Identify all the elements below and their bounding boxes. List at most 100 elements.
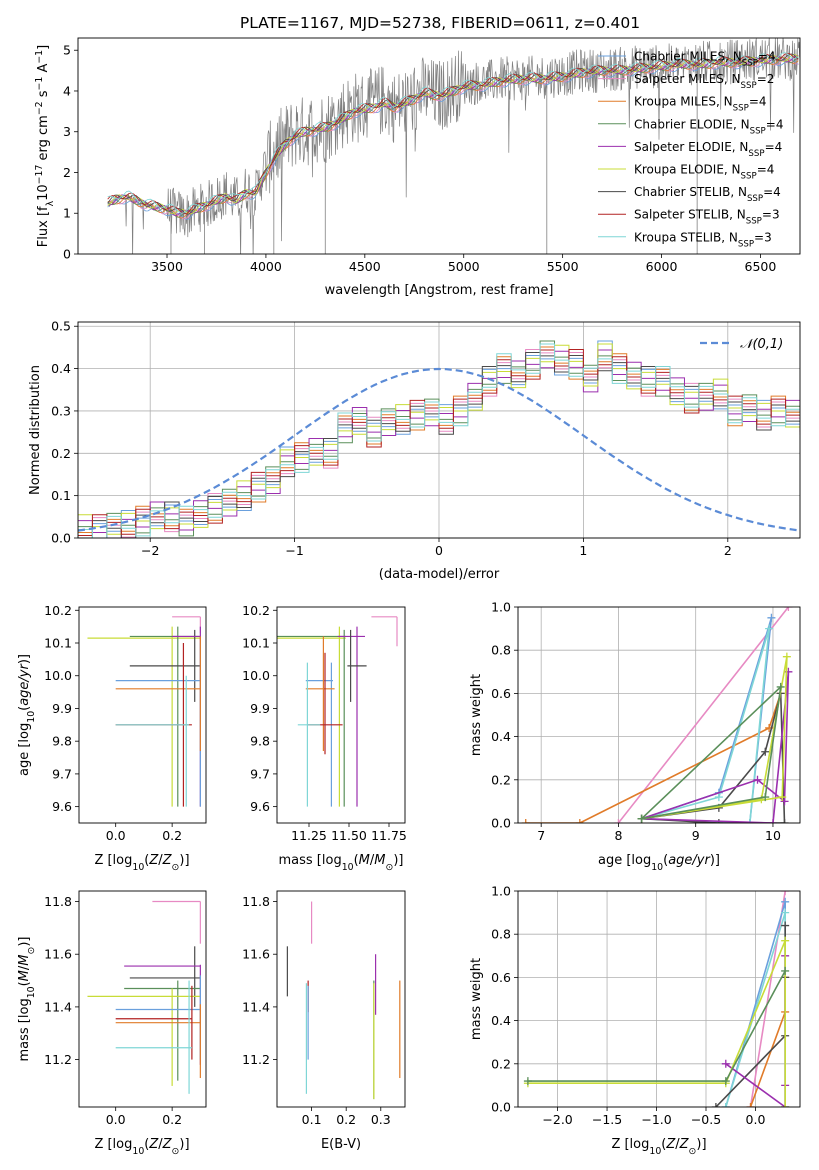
weight-marker — [523, 1077, 532, 1086]
histogram-step — [78, 349, 800, 538]
plot-area — [87, 900, 201, 1094]
legend-label: Chabrier ELODIE, NSSP=4 — [634, 117, 783, 136]
x-tick-label: 6500 — [745, 259, 777, 274]
y-tick-label: 9.9 — [250, 701, 270, 716]
x-axis-label: age [log10(age/yr)] — [598, 853, 720, 873]
chart-mass_vs_Z: 0.0 0.2 11.2 11.4 11.6 11.8 Z [log10(Z/Z⊙)] mas… — [17, 890, 207, 1157]
x-tick-label: 4500 — [349, 259, 381, 274]
y-axis-label: age [log10(age/yr)] — [17, 654, 37, 776]
y-tick-label: 0.2 — [51, 446, 71, 461]
weight-marker — [781, 908, 790, 917]
normal-curve — [78, 367, 800, 532]
y-tick-label: 0.1 — [51, 488, 71, 503]
weight-marker — [781, 1103, 790, 1107]
y-tick-label: 1.0 — [491, 600, 511, 615]
weight-marker — [782, 652, 791, 661]
weight-marker — [711, 1103, 720, 1107]
x-tick-label: −2 — [141, 543, 159, 558]
x-axis-label: Z [log10(Z/Z⊙)] — [94, 853, 189, 873]
x-axis-label: E(B-V) — [321, 1137, 361, 1152]
y-tick-label: 1 — [63, 206, 71, 221]
y-tick-label: 9.8 — [250, 734, 270, 749]
x-tick-label: 0.1 — [302, 1112, 322, 1127]
weight-line — [527, 940, 787, 1107]
x-tick-label: 1 — [579, 543, 587, 558]
x-axis-label: mass [log10(M/M⊙)] — [279, 853, 404, 873]
weight-marker — [784, 607, 793, 611]
y-tick-label: 9.8 — [52, 734, 72, 749]
weight-marker — [614, 819, 623, 823]
axes-frame — [77, 37, 801, 255]
x-tick-label: 4000 — [250, 259, 282, 274]
chart-weight_vs_age: 7 8 9 10 0.0 0.2 0.4 0.6 0.8 1.0 age [log10(age/yr… — [469, 600, 801, 873]
y-tick-label: 11.6 — [242, 947, 270, 962]
legend-label: 𝒩(0,1) — [740, 337, 783, 352]
model-line — [107, 56, 799, 218]
axes-frame — [77, 321, 801, 539]
y-tick-label: 0.3 — [51, 403, 71, 418]
y-tick-label: 10.0 — [242, 668, 270, 683]
x-axis-label: Z [log10(Z/Z⊙)] — [611, 1137, 706, 1157]
weight-marker — [761, 747, 770, 756]
y-tick-label: 9.9 — [52, 701, 72, 716]
weight-marker — [768, 819, 777, 823]
y-tick-label: 0.0 — [51, 531, 71, 546]
weight-marker — [575, 819, 584, 823]
y-tick-label: 0 — [63, 247, 71, 262]
legend-label: Salpeter MILES, NSSP=2 — [634, 72, 774, 91]
histogram-step — [78, 351, 800, 538]
weight-marker — [753, 775, 762, 784]
chart-spectrum: 3500 4000 4500 5000 5500 6000 6500 0 1 2 3 4 5 wavele… — [34, 37, 801, 298]
y-tick-label: 0.2 — [491, 772, 511, 787]
y-tick-label: 10.0 — [44, 668, 72, 683]
histogram-step — [78, 349, 800, 538]
model-line — [107, 52, 799, 214]
weight-marker — [714, 793, 723, 802]
legend-label: Kroupa ELODIE, NSSP=4 — [634, 163, 774, 182]
plot-area — [107, 38, 800, 254]
y-tick-label: 0.2 — [491, 1056, 511, 1071]
weight-marker — [714, 819, 723, 823]
weight-marker — [745, 819, 754, 823]
x-tick-label: 0.2 — [162, 828, 182, 843]
x-axis-label: (data-model)/error — [379, 567, 500, 582]
chart-mass_vs_EBV: 0.1 0.2 0.3 11.2 11.4 11.6 11.8 E(B-V) — [242, 890, 406, 1152]
weight-marker — [776, 682, 785, 691]
x-tick-label: 0 — [435, 543, 443, 558]
y-tick-label: 0.5 — [51, 319, 71, 334]
weight-marker — [721, 1103, 730, 1107]
histogram-step — [78, 346, 800, 538]
chart-age_vs_mass: 11.25 11.50 11.75 9.6 9.7 9.8 9.9 10.0 10.1 10.2 m… — [242, 603, 407, 873]
x-tick-label: 0.2 — [162, 1112, 182, 1127]
weight-marker — [721, 1077, 730, 1086]
axes-frame — [517, 606, 801, 824]
weight-marker — [761, 793, 770, 802]
y-tick-label: 9.6 — [52, 799, 72, 814]
weight-marker — [780, 819, 789, 823]
y-tick-label: 5 — [63, 43, 71, 58]
plot-area — [521, 607, 793, 823]
y-tick-label: 11.8 — [44, 894, 72, 909]
x-tick-label: 11.75 — [371, 828, 407, 843]
y-tick-label: 11.8 — [242, 894, 270, 909]
x-tick-label: 0.2 — [336, 1112, 356, 1127]
weight-marker — [778, 793, 787, 802]
plot-area — [286, 901, 401, 1100]
legend-label: Kroupa STELIB, NSSP=3 — [634, 230, 772, 249]
axes-frame — [276, 890, 406, 1108]
y-tick-label: 9.6 — [250, 799, 270, 814]
y-axis-label: mass [log10(M/M⊙)] — [17, 937, 37, 1062]
y-tick-label: 9.7 — [250, 766, 270, 781]
y-tick-label: 10.1 — [44, 636, 72, 651]
y-axis-label: Normed distribution — [28, 365, 43, 495]
weight-marker — [781, 936, 790, 945]
y-tick-label: 2 — [63, 165, 71, 180]
x-tick-label: 11.50 — [331, 828, 367, 843]
y-tick-label: 0.0 — [491, 816, 511, 831]
x-tick-label: 5500 — [547, 259, 579, 274]
axes-frame — [517, 890, 801, 1108]
chart-residuals: −2 −1 0 1 2 0.0 0.1 0.2 0.3 0.4 0.5 (data-model)/er… — [28, 319, 801, 582]
y-tick-label: 0.6 — [491, 970, 511, 985]
y-tick-label: 11.2 — [44, 1052, 72, 1067]
